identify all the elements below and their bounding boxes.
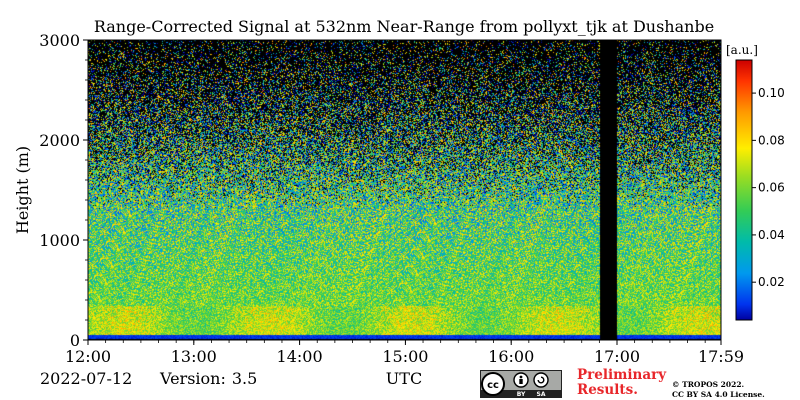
- x-axis: 12:00 13:00 14:00 15:00 16:00 17:00 17:59: [65, 340, 744, 366]
- prelim-line-2: Results.: [577, 382, 638, 398]
- version-label: Version:: [160, 369, 226, 388]
- x-axis-label: UTC: [386, 369, 422, 388]
- y-axis: 0 1000 2000 3000: [39, 31, 88, 350]
- y-tick-label: 3000: [39, 31, 80, 50]
- y-axis-label: Height (m): [13, 146, 32, 234]
- x-tick-label: 14:00: [277, 347, 323, 366]
- x-tick-label: 16:00: [488, 347, 534, 366]
- cc-icon: [481, 372, 505, 396]
- version-value: 3.5: [231, 369, 258, 388]
- copyright-note: © TROPOS 2022. CC BY SA 4.0 License.: [672, 380, 765, 400]
- copyright-line-2: CC BY SA 4.0 License.: [672, 390, 765, 399]
- cc-icon-text: cc: [487, 380, 499, 391]
- colorbar-tick-label: 0.10: [758, 86, 785, 100]
- y-tick-label: 1000: [39, 231, 80, 250]
- colorbar-tick-label: 0.06: [758, 181, 785, 195]
- date-label: 2022-07-12: [40, 369, 133, 388]
- version-text: Version: 3.5: [160, 369, 257, 388]
- colorbar-tick-label: 0.08: [758, 133, 785, 147]
- x-tick-label: 17:00: [594, 347, 640, 366]
- copyright-line-1: © TROPOS 2022.: [672, 380, 745, 389]
- plot-frame: [87, 39, 722, 341]
- by-label: BY: [517, 391, 526, 398]
- chart-title: Range-Corrected Signal at 532nm Near-Ran…: [94, 17, 714, 36]
- x-tick-label: 12:00: [65, 347, 111, 366]
- colorbar: [735, 59, 753, 321]
- x-tick-label: 15:00: [382, 347, 428, 366]
- cc-license-badge: cc BY SA: [480, 370, 562, 398]
- sa-icon: [533, 372, 549, 388]
- heatmap-image: [88, 40, 721, 340]
- colorbar-unit-label: [a.u.]: [726, 43, 758, 57]
- prelim-line-1: Preliminary: [577, 367, 667, 383]
- colorbar-tick-label: 0.02: [758, 275, 785, 289]
- y-tick-label: 0: [70, 331, 80, 350]
- preliminary-results-note: Preliminary Results.: [577, 368, 666, 398]
- y-tick-label: 2000: [39, 131, 80, 150]
- x-tick-label: 13:00: [171, 347, 217, 366]
- colorbar-tick-label: 0.04: [758, 228, 785, 242]
- sa-label: SA: [537, 391, 546, 398]
- colorbar-ticks: 0.02 0.04 0.06 0.08 0.10: [752, 86, 785, 289]
- x-tick-label: 17:59: [698, 347, 744, 366]
